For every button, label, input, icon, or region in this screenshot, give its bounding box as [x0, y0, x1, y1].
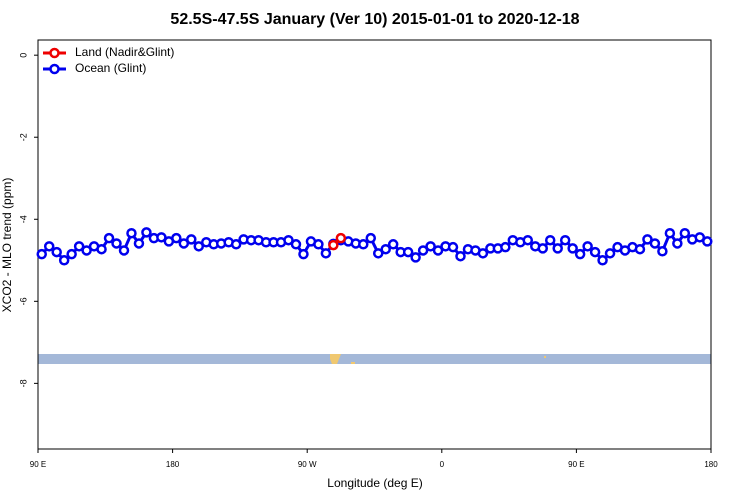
data-point: [582, 241, 593, 252]
data-point: [432, 245, 444, 256]
data-point: [702, 236, 713, 247]
data-point: [51, 246, 62, 258]
ocean-strip: [38, 354, 711, 364]
data-point: [679, 227, 691, 239]
x-tick-label: 90 E: [30, 460, 46, 469]
data-point: [43, 241, 55, 252]
data-point: [58, 255, 70, 266]
x-axis-label: Longitude (deg E): [327, 476, 422, 490]
data-point: [537, 243, 548, 254]
y-tick-label: -4: [18, 215, 28, 223]
x-tick-label: 180: [704, 460, 718, 469]
y-tick-label: -8: [18, 379, 28, 387]
land-strip: [330, 354, 341, 364]
data-point: [380, 243, 391, 255]
data-point: [372, 248, 384, 259]
data-point: [283, 234, 294, 246]
y-tick-label: 0: [18, 53, 28, 58]
data-point: [642, 234, 653, 245]
data-point: [81, 245, 92, 256]
x-tick-label: 90 W: [298, 460, 317, 469]
x-tick-label: 180: [166, 460, 180, 469]
data-point: [96, 243, 107, 255]
legend-marker: [49, 47, 60, 59]
data-point: [171, 232, 182, 244]
data-point: [230, 239, 242, 250]
y-tick-label: -2: [18, 133, 28, 141]
data-point: [365, 232, 377, 244]
data-point: [387, 239, 399, 250]
chart-title: 52.5S-47.5S January (Ver 10) 2015-01-01 …: [170, 11, 579, 28]
data-point: [103, 232, 115, 244]
data-point: [126, 227, 137, 239]
data-point: [455, 250, 466, 262]
x-tick-label: 0: [440, 460, 445, 469]
data-point: [694, 232, 706, 243]
data-point: [417, 245, 429, 256]
x-tick-label: 90 E: [568, 460, 584, 469]
data-point: [657, 246, 668, 257]
data-point: [672, 238, 683, 249]
data-point: [522, 234, 534, 246]
legend-marker: [49, 63, 60, 75]
data-point: [358, 239, 369, 250]
legend-label: Ocean (Glint): [75, 61, 146, 75]
map-strip: [38, 354, 711, 364]
data-point: [544, 234, 556, 246]
data-point: [133, 238, 145, 249]
data-point: [298, 248, 309, 260]
data-point: [589, 246, 601, 258]
data-point: [178, 238, 190, 249]
data-point: [402, 246, 414, 258]
data-point: [447, 241, 459, 253]
data-point: [335, 232, 347, 244]
data-point: [73, 241, 85, 252]
data-point: [425, 241, 436, 252]
data-point: [193, 241, 205, 252]
data-point: [118, 245, 130, 256]
data-point: [320, 248, 332, 259]
data-point: [410, 252, 421, 263]
data-point: [313, 239, 324, 250]
data-point: [328, 239, 339, 251]
data-point: [66, 248, 77, 260]
data-point: [156, 232, 167, 243]
legend-label: Land (Nadir&Glint): [75, 45, 174, 59]
data-point: [290, 239, 302, 250]
y-axis-label: XCO2 - MLO trend (ppm): [0, 178, 14, 313]
data-point: [36, 248, 47, 260]
land-strip: [351, 362, 355, 364]
data-point: [552, 243, 563, 254]
data-point: [500, 241, 511, 253]
data-point: [604, 248, 616, 259]
data-point: [111, 238, 122, 249]
land-strip: [544, 356, 546, 358]
y-tick-label: -6: [18, 297, 28, 305]
data-point: [634, 243, 646, 255]
data-point: [664, 227, 676, 239]
data-point: [559, 234, 571, 246]
data-point: [567, 243, 578, 254]
data-point: [649, 238, 661, 249]
data-point: [141, 227, 152, 238]
data-point: [574, 248, 586, 260]
data-point: [186, 234, 197, 245]
data-point: [597, 255, 608, 266]
data-point: [477, 248, 489, 259]
